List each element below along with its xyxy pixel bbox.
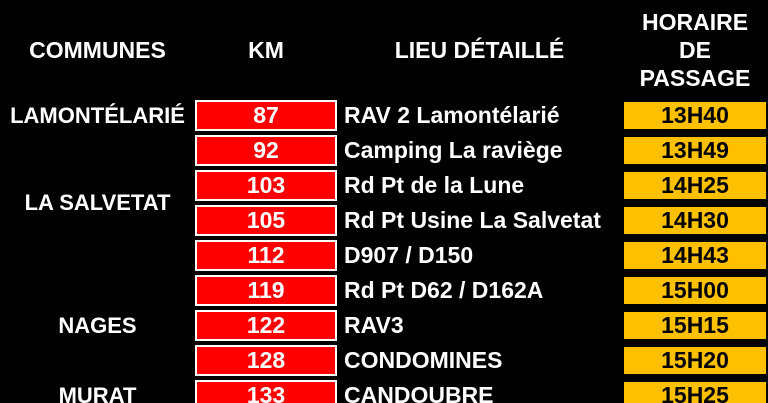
horaire-cell: 14H43 (622, 240, 768, 271)
km-cell: 92 (195, 135, 337, 166)
column-header-lieu: LIEU DÉTAILLÉ (394, 36, 565, 63)
lieu-cell: RAV3 (344, 312, 404, 338)
horaire-cell: 14H30 (622, 205, 768, 236)
km-cell: 103 (195, 170, 337, 201)
column-header-horaire: HORAIRE DE PASSAGE (639, 8, 751, 92)
km-cell: 105 (195, 205, 337, 236)
lieu-cell: D907 / D150 (344, 242, 474, 268)
horaire-cell: 15H15 (622, 310, 768, 341)
column-header-km: KM (248, 36, 284, 63)
horaire-cell: 13H40 (622, 100, 768, 131)
timetable-body: LAMONTÉLARIÉ LA SALVETAT NAGES MURAT 87 … (0, 100, 768, 403)
lieu-cell: Rd Pt de la Lune (344, 172, 525, 198)
km-cell: 87 (195, 100, 337, 131)
km-cell: 119 (195, 275, 337, 306)
horaire-cell: 14H25 (622, 170, 768, 201)
km-cell: 112 (195, 240, 337, 271)
horaire-cell: 15H25 (622, 380, 768, 403)
table-header-row: COMMUNES KM LIEU DÉTAILLÉ HORAIRE DE PAS… (0, 0, 768, 100)
km-cell: 133 (195, 380, 337, 403)
commune-label-murat: MURAT (58, 382, 137, 403)
horaire-cell: 15H20 (622, 345, 768, 376)
column-header-communes: COMMUNES (29, 36, 166, 63)
horaire-cell: 15H00 (622, 275, 768, 306)
commune-label-lamontelarie: LAMONTÉLARIÉ (10, 102, 185, 128)
lieu-cell: Camping La raviège (344, 137, 563, 163)
commune-label-la-salvetat: LA SALVETAT (24, 190, 171, 215)
lieu-cell: Rd Pt Usine La Salvetat (344, 207, 601, 233)
lieu-cell: Rd Pt D62 / D162A (344, 277, 544, 303)
lieu-cell: RAV 2 Lamontélarié (344, 102, 560, 128)
commune-label-nages: NAGES (58, 312, 137, 338)
lieu-cell: CONDOMINES (344, 347, 503, 373)
horaire-cell: 13H49 (622, 135, 768, 166)
km-cell: 128 (195, 345, 337, 376)
km-cell: 122 (195, 310, 337, 341)
lieu-cell: CANDOUBRE (344, 382, 494, 403)
